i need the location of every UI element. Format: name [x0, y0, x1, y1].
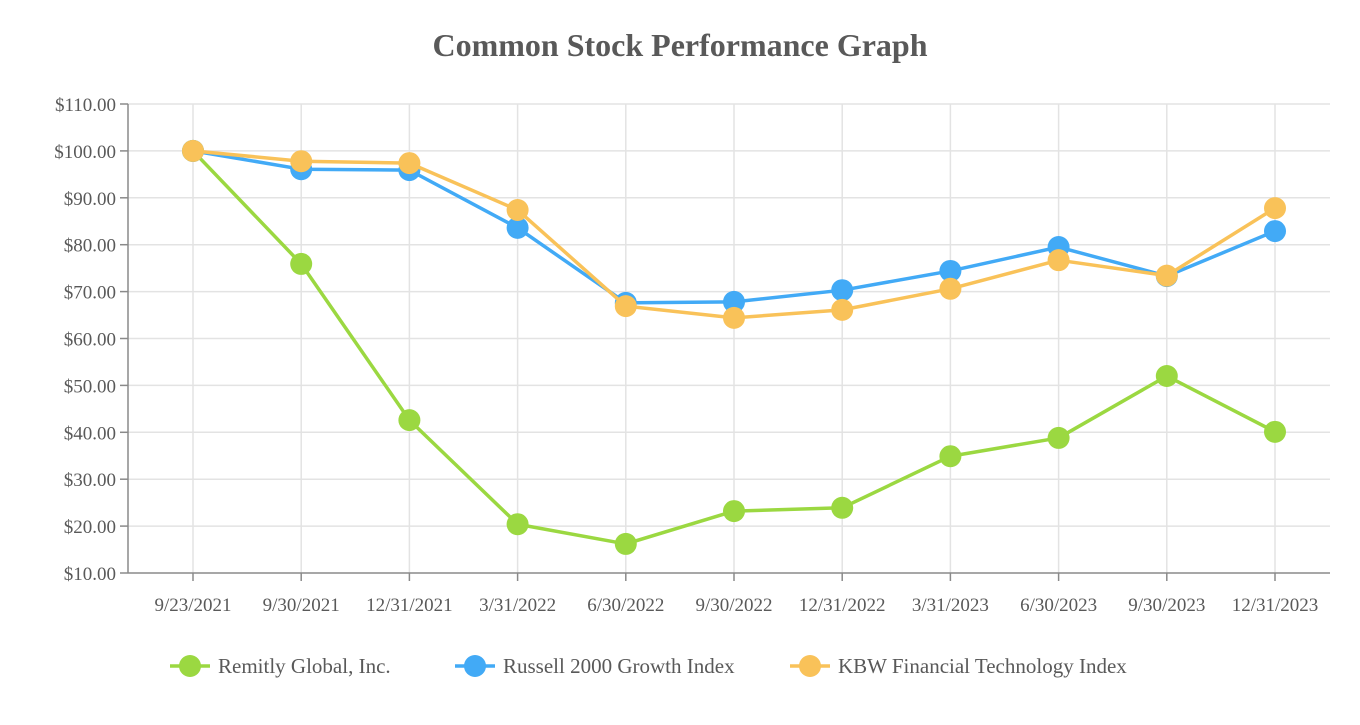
x-tick-label: 9/30/2022: [695, 595, 772, 616]
x-tick-label: 9/30/2021: [263, 595, 340, 616]
legend-label: KBW Financial Technology Index: [838, 654, 1127, 678]
data-point: [1047, 249, 1070, 272]
data-point: [939, 445, 962, 468]
data-point: [1264, 220, 1286, 243]
x-tick-label: 12/31/2023: [1232, 595, 1319, 616]
data-point: [506, 216, 529, 239]
data-point: [1264, 197, 1286, 220]
y-tick-label: $30.00: [64, 470, 116, 491]
data-point: [1264, 420, 1286, 443]
data-point: [506, 513, 529, 536]
y-tick-label: $60.00: [64, 330, 116, 351]
x-tick-label: 6/30/2023: [1020, 595, 1097, 616]
data-point: [614, 295, 637, 318]
data-point: [723, 500, 745, 523]
data-point: [398, 152, 421, 175]
legend: Remitly Global, Inc. Russell 2000 Growth …: [170, 654, 1127, 678]
data-point: [723, 290, 745, 313]
y-tick-label: $20.00: [64, 517, 116, 538]
legend-marker: [799, 655, 821, 677]
x-tick-label: 12/31/2022: [799, 595, 886, 616]
axes: $10.00 $20.00 $30.00 $40.00 $50.00 $60.00 $70.…: [54, 95, 1330, 616]
data-point: [290, 252, 313, 275]
data-point: [182, 139, 204, 162]
series-group: [182, 139, 1286, 555]
data-point: [614, 532, 637, 555]
data-point: [1155, 365, 1178, 388]
data-point: [939, 259, 962, 282]
y-tick-label: $50.00: [64, 376, 116, 397]
data-point: [831, 298, 854, 321]
data-point: [831, 496, 854, 519]
data-point: [723, 306, 745, 329]
y-tick-label: $80.00: [64, 236, 116, 257]
y-tick-label: $90.00: [64, 189, 116, 210]
y-tick-label: $110.00: [55, 95, 116, 116]
x-tick-label: 3/31/2023: [912, 595, 989, 616]
y-tick-label: $70.00: [64, 283, 116, 304]
x-tick-label: 9/30/2023: [1128, 595, 1205, 616]
legend-item: Remitly Global, Inc.: [170, 654, 391, 678]
data-point: [506, 198, 529, 221]
legend-marker: [464, 655, 486, 677]
y-tick-label: $10.00: [64, 564, 116, 585]
legend-item: KBW Financial Technology Index: [790, 654, 1127, 678]
data-point: [831, 279, 854, 302]
legend-label: Remitly Global, Inc.: [218, 654, 391, 678]
y-tick-label: $100.00: [54, 142, 116, 163]
data-point: [398, 409, 421, 432]
x-tick-label: 3/31/2022: [479, 595, 556, 616]
x-tick-label: 12/31/2021: [366, 595, 453, 616]
chart-title: Common Stock Performance Graph: [432, 27, 927, 63]
data-point: [1047, 426, 1070, 449]
data-point: [1155, 264, 1178, 287]
series-2: [182, 139, 1286, 329]
grid: [128, 103, 1330, 573]
legend-label: Russell 2000 Growth Index: [503, 654, 735, 678]
data-point: [290, 150, 313, 173]
legend-marker: [179, 655, 201, 677]
x-tick-label: 9/23/2021: [154, 595, 231, 616]
x-tick-label: 6/30/2022: [587, 595, 664, 616]
y-tick-label: $40.00: [64, 423, 116, 444]
data-point: [939, 277, 962, 300]
legend-item: Russell 2000 Growth Index: [455, 654, 735, 678]
